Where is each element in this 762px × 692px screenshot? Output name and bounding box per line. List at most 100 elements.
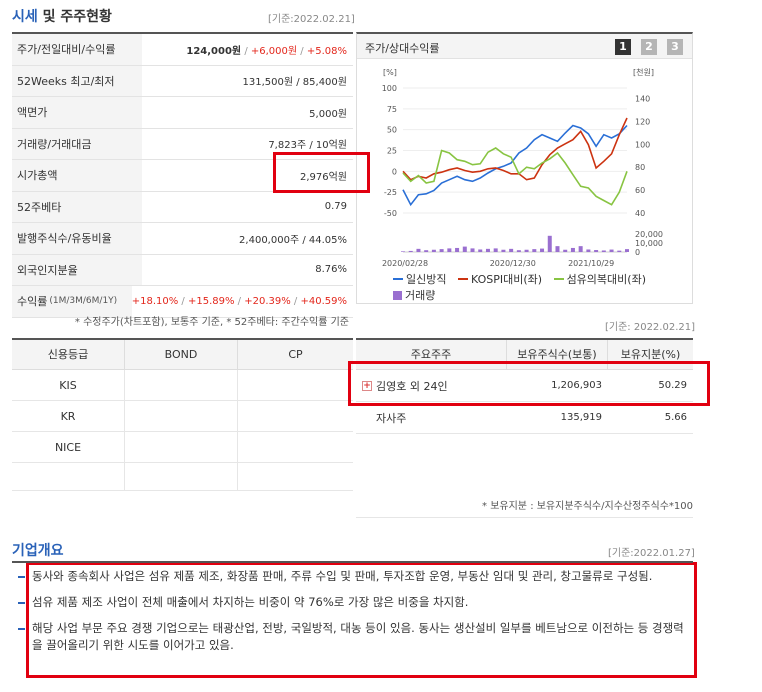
right-tick-label: 140 (635, 94, 650, 103)
table-row: KIS (12, 370, 353, 401)
overview-item: 섬유 제품 제조 사업이 전체 매출에서 차지하는 비중이 약 76%로 가장 … (18, 594, 690, 611)
volume-bar (532, 249, 537, 252)
volume-bar (470, 248, 475, 252)
chart-title: 주가/상대수익률 (365, 42, 440, 55)
left-tick-label: -25 (384, 188, 397, 197)
price-change: +6,000원 (250, 45, 298, 57)
right-tick-label: 60 (635, 186, 645, 195)
volume-bar (617, 250, 622, 252)
left-tick-label: 25 (387, 147, 397, 156)
x-tick-label: 2021/10/29 (568, 259, 614, 268)
highlight-market-cap (273, 152, 370, 193)
left-tick-label: 100 (382, 84, 397, 93)
volume-bar (431, 249, 436, 252)
volume-bar (501, 249, 506, 252)
left-axis-unit: [%] (383, 68, 397, 77)
volume-bar (447, 248, 452, 252)
chart-page-2-button[interactable]: 2 (641, 39, 657, 55)
volume-bar (524, 249, 529, 252)
info-label: 주가/전일대비/수익률 (12, 34, 142, 65)
volume-bar (416, 248, 421, 252)
info-row-foreign: 외국인지분율 8.76% (12, 254, 353, 286)
highlight-major-shareholder (348, 361, 710, 406)
table-row: 자사주 135,919 5.66 (356, 402, 693, 434)
volume-bar (570, 247, 575, 252)
volume-bar (455, 247, 460, 252)
left-tick-label: -50 (384, 209, 397, 218)
table-row: NICE (12, 432, 353, 463)
volume-bar (485, 248, 490, 252)
volume-bar (439, 249, 444, 252)
table-row[interactable]: + 김영호 외 24인 1,206,903 50.29 (356, 370, 693, 402)
table-row: KR (12, 401, 353, 432)
price-chart: [%] [천원] 100 75 50 25 0 -25 -50 140 120 100 80 60 40 20… (382, 67, 663, 268)
market-date: [기준:2022.02.21] (268, 14, 355, 25)
left-tick-label: 75 (387, 105, 397, 114)
volume-bar (493, 248, 498, 252)
volume-bar (540, 248, 545, 252)
price-rate: +5.08% (306, 45, 347, 57)
volume-bar (401, 251, 405, 252)
volume-bar (424, 250, 429, 252)
right-tick-label: 100 (635, 140, 650, 149)
volume-bar (408, 250, 413, 252)
expand-plus-icon[interactable]: + (362, 380, 372, 391)
info-row-returns: 수익률 (1M/3M/6M/1Y) +18.10% / +15.89% / +20… (12, 286, 353, 318)
volume-bar (625, 249, 629, 252)
chart-panel: 주가/상대수익률 1 2 3 [%] [천원] 100 75 50 25 0 -25 -50 14… (356, 32, 693, 304)
volume-bar (578, 246, 583, 252)
overview-item: 동사와 종속회사 사업은 섬유 제품 제조, 화장품 판매, 주류 수입 및 판… (18, 568, 690, 585)
info-row-price: 주가/전일대비/수익률 124,000원 / +6,000원 / +5.08% (12, 34, 353, 66)
highlight-overview (26, 562, 697, 678)
overview-list: 동사와 종속회사 사업은 섬유 제품 제조, 화장품 판매, 주류 수입 및 판… (18, 568, 690, 663)
series-line-2 (402, 147, 628, 206)
volume-bar (555, 246, 560, 252)
info-row-beta: 52주베타 0.79 (12, 191, 353, 223)
market-cap-value: 2,976억원 (299, 171, 347, 183)
market-note: * 수정주가(차트포함), 보통주 기준, * 52주베타: 주간수익률 기준 (74, 317, 349, 328)
volume-bar (547, 235, 552, 252)
legend-volume: 거래량 (393, 287, 435, 303)
overview-title: 기업개요 (12, 543, 64, 559)
x-tick-label: 2020/02/28 (382, 259, 428, 268)
x-tick-label: 2020/12/30 (490, 259, 536, 268)
volume-tick-label: 20,000 (635, 230, 663, 239)
volume-bar (594, 250, 599, 252)
volume-bar (609, 249, 614, 252)
right-axis-unit: [천원] (633, 67, 654, 77)
credit-rating-table: 신용등급 BOND CP KIS KR NICE (12, 338, 353, 491)
overview-date: [기준:2022.01.27] (608, 548, 695, 559)
left-tick-label: 0 (392, 167, 397, 176)
overview-item: 해당 사업 부문 주요 경쟁 기업으로는 태광산업, 전방, 국일방적, 대농 … (18, 620, 690, 654)
series-line-0 (402, 124, 628, 207)
current-price: 124,000원 (186, 45, 242, 57)
chart-page-1-button[interactable]: 1 (615, 39, 631, 55)
info-row-market-cap: 시가총액 2,976억원 (12, 160, 353, 192)
legend-kospi: KOSPI대비(좌) (457, 271, 542, 287)
volume-bar (516, 250, 521, 252)
shareholder-note: * 보유지분 : 보유지분주식수/지수산정주식수*100 (482, 501, 693, 512)
right-tick-label: 40 (635, 209, 645, 218)
info-row-shares: 발행주식수/유동비율 2,400,000주 / 44.05% (12, 223, 353, 255)
volume-bar (509, 248, 514, 252)
chart-legend: 일신방직 KOSPI대비(좌) 섬유의복대비(좌) 거래량 (393, 270, 693, 303)
market-info-table: 주가/전일대비/수익률 124,000원 / +6,000원 / +5.08% … (12, 32, 353, 318)
right-tick-label: 80 (635, 163, 645, 172)
info-row-par-value: 액면가 5,000원 (12, 97, 353, 129)
series-line-1 (402, 117, 628, 181)
chart-page-3-button[interactable]: 3 (667, 39, 683, 55)
info-row-volume: 거래량/거래대금 7,823주 / 10억원 (12, 128, 353, 160)
shareholder-date: [기준: 2022.02.21] (605, 322, 696, 333)
legend-company: 일신방직 (393, 271, 446, 287)
section-title-market: 시세 및 주주현황 (12, 9, 112, 25)
volume-bar (586, 249, 591, 252)
legend-sector: 섬유의복대비(좌) (553, 271, 646, 287)
volume-tick-label: 0 (635, 248, 640, 257)
shareholder-table: 주요주주 보유주식수(보통) 보유지분(%) + 김영호 외 24인 1,206,… (356, 338, 693, 518)
info-row-52weeks: 52Weeks 최고/최저 131,500원 / 85,400원 (12, 65, 353, 97)
volume-bar (601, 250, 606, 252)
right-tick-label: 120 (635, 117, 650, 126)
left-tick-label: 50 (387, 126, 397, 135)
volume-bar (462, 246, 467, 252)
volume-tick-label: 10,000 (635, 239, 663, 248)
